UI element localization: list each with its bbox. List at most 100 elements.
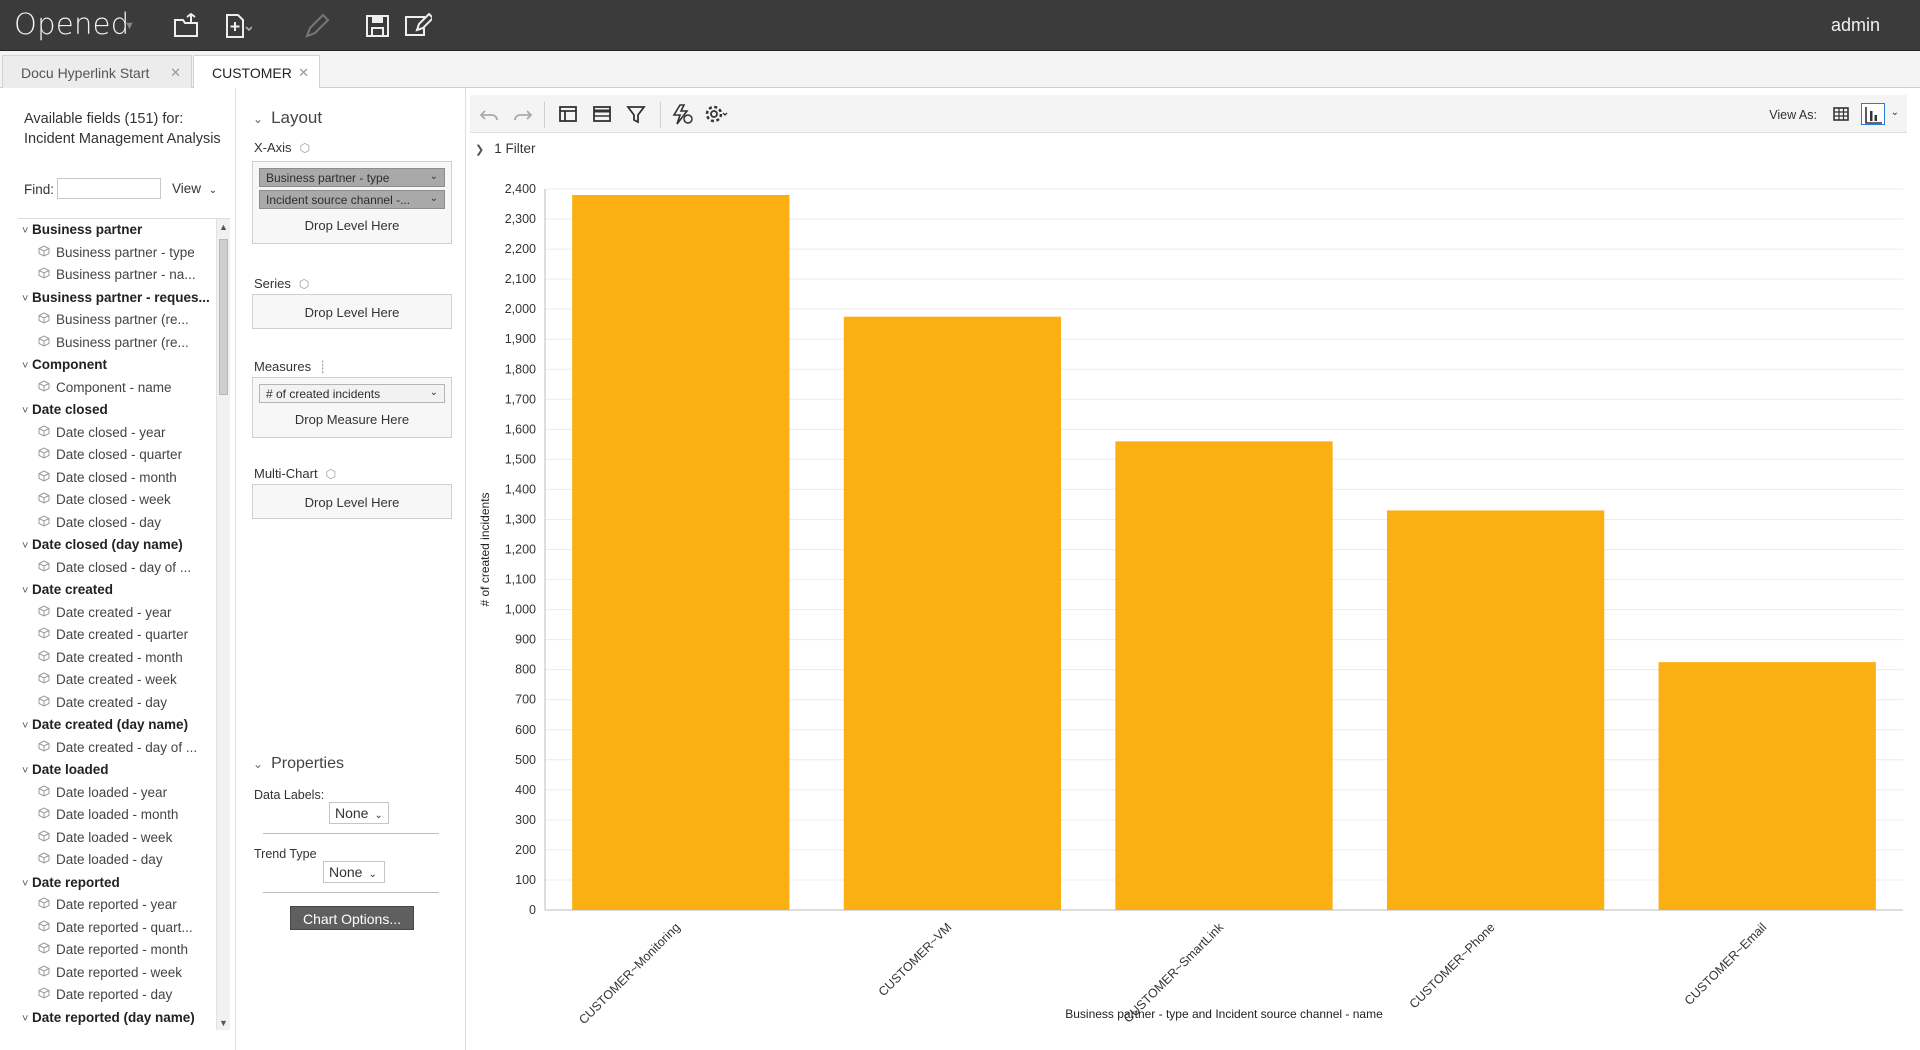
multichart-dropzone[interactable]: Drop Level Here <box>252 484 452 519</box>
measures-dropzone[interactable]: # of created incidents ⌄ Drop Measure He… <box>252 377 452 438</box>
redo-icon[interactable] <box>510 103 534 125</box>
filter-summary[interactable]: ❯ 1 Filter <box>475 141 535 156</box>
new-report-icon[interactable] <box>224 13 253 39</box>
tree-field[interactable]: Date reported - year <box>18 894 214 917</box>
tree-field[interactable]: Date created - week <box>18 669 214 692</box>
tree-group[interactable]: ˅ Date created (day name) <box>18 714 214 737</box>
cube-icon: ⬡ <box>325 467 337 481</box>
user-menu[interactable]: admin <box>1830 15 1880 35</box>
chevron-down-icon[interactable]: ⌄ <box>429 171 438 182</box>
tree-field[interactable]: Date created - year <box>18 602 214 625</box>
save-icon[interactable] <box>364 13 392 39</box>
app-title[interactable]: Opened <box>14 7 130 41</box>
tree-group[interactable]: ˅ Date reported (day name) <box>18 1007 214 1030</box>
tree-field[interactable]: Date reported - week <box>18 962 214 985</box>
data-labels-select[interactable]: None ⌄ <box>329 802 389 824</box>
close-icon[interactable]: ✕ <box>298 65 309 80</box>
tree-field[interactable]: Date closed - month <box>18 467 214 490</box>
cube-icon <box>38 962 56 985</box>
tree-field[interactable]: Date loaded - week <box>18 827 214 850</box>
view-dropdown[interactable]: View ⌄ <box>172 181 217 196</box>
x-axis-level-pill[interactable]: Incident source channel -... ⌄ <box>259 190 445 209</box>
tree-field[interactable]: Date created - day <box>18 692 214 715</box>
undo-icon[interactable] <box>478 103 502 125</box>
save-as-icon[interactable] <box>404 12 435 39</box>
tree-field[interactable]: Date created - quarter <box>18 624 214 647</box>
tab-docu-hyperlink-start[interactable]: Docu Hyperlink Start ✕ <box>2 55 192 88</box>
layout-section-header[interactable]: ⌄ Layout <box>253 108 322 128</box>
chart-options-button[interactable]: Chart Options... <box>290 906 414 930</box>
tree-group[interactable]: ˅ Date closed <box>18 399 214 422</box>
tree-field[interactable]: Business partner (re... <box>18 332 214 355</box>
tree-group[interactable]: ˅ Date reported <box>18 872 214 895</box>
properties-section-header[interactable]: ⌄ Properties <box>253 755 344 773</box>
tree-field[interactable]: Date created - day of ... <box>18 737 214 760</box>
x-axis-dropzone[interactable]: Business partner - type ⌄ Incident sourc… <box>252 161 452 244</box>
scrollbar-thumb[interactable] <box>219 239 228 395</box>
chevron-down-icon[interactable]: ⌄ <box>429 193 438 204</box>
field-tree-scrollbar[interactable]: ▲ ▼ <box>216 219 230 1030</box>
tree-field[interactable]: Date created - month <box>18 647 214 670</box>
cube-icon <box>38 804 56 827</box>
chevron-down-icon[interactable]: ˅ <box>22 765 29 777</box>
chart-view-icon[interactable] <box>1861 103 1885 125</box>
tree-field[interactable]: Business partner - type <box>18 242 214 265</box>
table-view-icon[interactable] <box>1829 103 1853 125</box>
tree-group[interactable]: ˅ Date loaded <box>18 759 214 782</box>
bar[interactable] <box>572 195 790 911</box>
bar[interactable] <box>843 316 1062 910</box>
measure-pill[interactable]: # of created incidents ⌄ <box>259 384 445 403</box>
scroll-up-icon[interactable]: ▲ <box>219 222 228 232</box>
tree-field[interactable]: Date loaded - month <box>18 804 214 827</box>
tree-group[interactable]: ˅ Date closed (day name) <box>18 534 214 557</box>
tree-group[interactable]: ˅ Date created <box>18 579 214 602</box>
chevron-down-icon[interactable]: ˅ <box>22 585 29 597</box>
tree-field[interactable]: Date loaded - year <box>18 782 214 805</box>
chevron-down-icon[interactable]: ˅ <box>22 292 29 305</box>
x-axis-level-pill[interactable]: Business partner - type ⌄ <box>259 168 445 187</box>
tree-group[interactable]: ˅ Business partner - reques... <box>18 287 214 310</box>
tree-field[interactable]: Date reported - quart... <box>18 917 214 940</box>
bar[interactable] <box>1386 510 1605 910</box>
table-icon[interactable] <box>590 103 614 125</box>
cube-icon <box>38 939 56 962</box>
chevron-down-icon[interactable]: ˅ <box>22 225 29 237</box>
tree-field[interactable]: Date closed - quarter <box>18 444 214 467</box>
find-input[interactable] <box>57 178 161 199</box>
chevron-down-icon[interactable]: ⌄ <box>429 387 438 398</box>
close-icon[interactable]: ✕ <box>170 65 181 80</box>
tree-field[interactable]: Date closed - week <box>18 489 214 512</box>
chevron-down-icon[interactable]: ˅ <box>22 877 29 890</box>
trend-type-select[interactable]: None ⌄ <box>323 861 385 883</box>
scroll-down-icon[interactable]: ▼ <box>219 1018 228 1028</box>
tab-customer[interactable]: CUSTOMER ✕ <box>193 55 320 89</box>
tree-field[interactable]: Business partner (re... <box>18 309 214 332</box>
layout-panel-icon[interactable] <box>556 103 580 125</box>
tree-field[interactable]: Date loaded - day <box>18 849 214 872</box>
series-dropzone[interactable]: Drop Level Here <box>252 294 452 329</box>
tree-field[interactable]: Business partner - na... <box>18 264 214 287</box>
tree-field[interactable]: Date closed - year <box>18 422 214 445</box>
tree-field[interactable]: Date reported - month <box>18 939 214 962</box>
tree-field[interactable]: Date closed - day <box>18 512 214 535</box>
tree-field[interactable]: Component - name <box>18 377 214 400</box>
cube-icon <box>38 332 56 355</box>
chevron-down-icon[interactable]: ˅ <box>22 360 29 372</box>
title-chevron-down-icon[interactable]: ▼ <box>124 20 135 32</box>
filter-icon[interactable] <box>624 103 648 125</box>
settings-icon[interactable] <box>704 103 728 125</box>
auto-refresh-icon[interactable] <box>670 103 694 125</box>
tree-group[interactable]: ˅ Business partner <box>18 219 214 242</box>
tree-group[interactable]: ˅ Component <box>18 354 214 377</box>
tree-field[interactable]: Date closed - day of ... <box>18 557 214 580</box>
open-folder-icon[interactable] <box>173 12 201 39</box>
chevron-down-icon[interactable]: ˅ <box>22 1012 29 1025</box>
series-label-text: Series <box>254 276 291 291</box>
chevron-down-icon[interactable]: ˅ <box>22 405 29 417</box>
tree-field[interactable]: Date reported - day <box>18 984 214 1007</box>
bar[interactable] <box>1658 662 1876 910</box>
chevron-down-icon[interactable]: ˅ <box>22 540 29 552</box>
bar[interactable] <box>1115 441 1333 910</box>
chevron-down-icon[interactable]: ⌄ <box>1890 107 1899 118</box>
chevron-down-icon[interactable]: ˅ <box>22 720 29 732</box>
